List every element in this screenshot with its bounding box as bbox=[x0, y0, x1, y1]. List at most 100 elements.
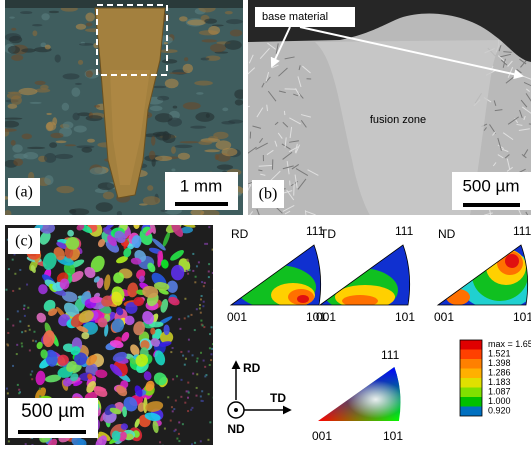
noise bbox=[204, 366, 206, 368]
texture bbox=[217, 164, 233, 169]
panel-label: (c) bbox=[15, 233, 33, 250]
noise bbox=[170, 351, 172, 353]
noise bbox=[194, 442, 196, 444]
noise bbox=[7, 344, 9, 346]
noise bbox=[208, 393, 210, 395]
axis-label: ND bbox=[227, 422, 245, 436]
colorbar-label: 1.000 bbox=[488, 396, 511, 406]
texture bbox=[4, 210, 11, 217]
texture bbox=[190, 209, 204, 216]
texture bbox=[149, 151, 156, 160]
pole-figure: ND111001101 bbox=[434, 224, 531, 324]
texture bbox=[222, 148, 238, 157]
texture bbox=[98, 182, 115, 190]
noise bbox=[21, 345, 23, 347]
texture bbox=[11, 55, 23, 61]
noise bbox=[170, 420, 172, 422]
colorbar-segment bbox=[460, 369, 482, 379]
noise bbox=[12, 259, 14, 261]
noise bbox=[190, 314, 192, 316]
texture bbox=[87, 139, 95, 143]
texture bbox=[90, 167, 107, 175]
noise bbox=[202, 305, 204, 307]
noise bbox=[199, 304, 201, 306]
noise bbox=[182, 355, 184, 357]
noise bbox=[209, 333, 211, 335]
noise bbox=[187, 397, 189, 399]
texture bbox=[56, 141, 67, 144]
noise bbox=[212, 343, 214, 345]
axis-dot bbox=[234, 408, 238, 412]
texture bbox=[164, 42, 168, 44]
texture bbox=[201, 39, 217, 42]
noise bbox=[175, 400, 177, 402]
noise bbox=[191, 443, 193, 445]
noise bbox=[200, 395, 202, 397]
texture bbox=[225, 11, 233, 14]
texture bbox=[55, 154, 73, 159]
texture bbox=[155, 113, 173, 122]
texture bbox=[21, 48, 35, 52]
noise bbox=[184, 317, 186, 319]
corner-label: 101 bbox=[513, 310, 531, 324]
noise bbox=[186, 259, 188, 261]
texture bbox=[208, 26, 220, 35]
texture bbox=[32, 24, 42, 26]
noise bbox=[204, 375, 206, 377]
noise bbox=[5, 289, 7, 291]
texture bbox=[195, 112, 214, 122]
texture bbox=[169, 72, 187, 74]
texture bbox=[183, 64, 193, 73]
texture bbox=[204, 149, 220, 152]
texture bbox=[153, 132, 167, 136]
corner-label: 001 bbox=[312, 429, 332, 443]
texture bbox=[157, 96, 169, 101]
texture bbox=[165, 79, 179, 89]
noise bbox=[39, 395, 41, 397]
texture bbox=[32, 30, 37, 36]
ipf-key bbox=[318, 367, 400, 421]
noise bbox=[186, 390, 188, 392]
corner-label: 101 bbox=[383, 429, 403, 443]
texture bbox=[49, 11, 59, 13]
noise bbox=[208, 270, 210, 272]
noise bbox=[179, 328, 181, 330]
colorbar-segment bbox=[460, 340, 482, 350]
noise bbox=[12, 325, 14, 327]
noise bbox=[17, 384, 19, 386]
panel-label: (b) bbox=[259, 186, 278, 203]
axis-label: RD bbox=[243, 361, 261, 375]
contour bbox=[297, 295, 309, 303]
texture bbox=[78, 60, 83, 65]
texture bbox=[62, 103, 69, 111]
pole-figure: TD111001101 bbox=[316, 224, 415, 324]
noise bbox=[203, 360, 205, 362]
plate-edge bbox=[5, 0, 243, 8]
noise bbox=[167, 396, 169, 398]
texture bbox=[103, 192, 114, 200]
noise bbox=[28, 325, 30, 327]
noise bbox=[196, 395, 198, 397]
texture bbox=[235, 99, 243, 105]
texture bbox=[222, 108, 228, 112]
noise bbox=[208, 226, 210, 228]
noise bbox=[202, 400, 204, 402]
texture bbox=[171, 146, 176, 153]
noise bbox=[194, 329, 196, 331]
noise bbox=[33, 331, 35, 333]
noise bbox=[186, 270, 188, 272]
ipf-fill bbox=[318, 367, 400, 421]
noise bbox=[6, 388, 8, 390]
noise bbox=[200, 312, 202, 314]
noise bbox=[180, 396, 182, 398]
noise bbox=[203, 285, 205, 287]
texture bbox=[183, 102, 201, 109]
noise bbox=[178, 318, 180, 320]
texture bbox=[45, 45, 51, 50]
texture bbox=[230, 29, 242, 36]
noise bbox=[23, 305, 25, 307]
texture bbox=[117, 211, 122, 216]
noise bbox=[196, 360, 198, 362]
texture bbox=[8, 92, 21, 94]
